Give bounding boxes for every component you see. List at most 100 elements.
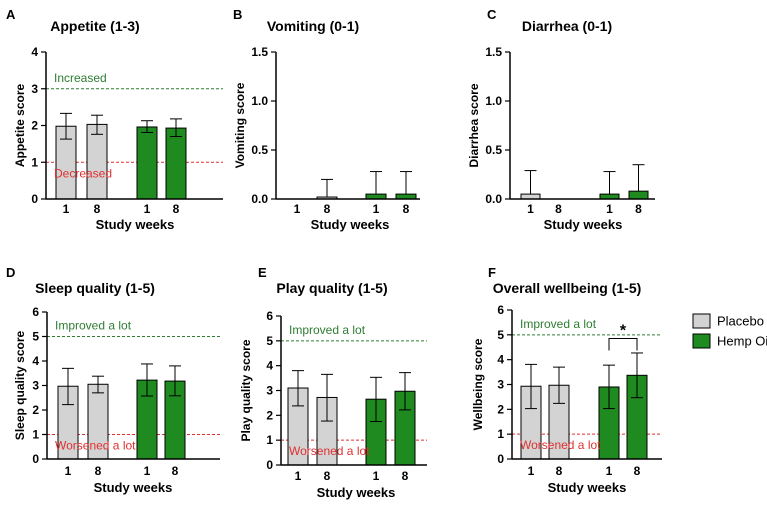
x-tick-label: 8 bbox=[634, 464, 641, 478]
reference-label-lower: Worsened a lot bbox=[55, 439, 136, 453]
chart-title: Appetite (1-3) bbox=[50, 18, 139, 34]
chart-title: Vomiting (0-1) bbox=[267, 18, 359, 34]
x-tick-label: 8 bbox=[324, 469, 331, 483]
y-tick-label: 3 bbox=[266, 384, 273, 398]
legend-swatch-placebo bbox=[692, 313, 711, 329]
y-axis-label: Vomiting score bbox=[233, 82, 247, 168]
y-tick-label: 2 bbox=[31, 119, 38, 133]
reference-label-lower: Worsened a lot bbox=[289, 444, 370, 458]
y-tick-label: 0 bbox=[32, 452, 39, 466]
significance-bracket bbox=[608, 338, 638, 351]
x-tick-label: 8 bbox=[635, 202, 642, 216]
x-tick-label: 8 bbox=[555, 202, 562, 216]
reference-label-upper: Increased bbox=[54, 71, 107, 85]
y-axis-label: Appetite score bbox=[13, 83, 27, 167]
y-tick-label: 6 bbox=[32, 305, 39, 319]
bar-hemp-week-8 bbox=[628, 190, 649, 200]
y-tick-label: 0.0 bbox=[485, 192, 502, 206]
y-tick-label: 1 bbox=[32, 428, 39, 442]
chart-title: Diarrhea (0-1) bbox=[522, 18, 612, 34]
x-tick-label: 8 bbox=[173, 202, 180, 216]
y-tick-label: 2 bbox=[497, 402, 504, 416]
x-tick-label: 1 bbox=[294, 202, 301, 216]
y-axis-label: Diarrhea score bbox=[467, 83, 481, 167]
y-axis-label: Sleep quality score bbox=[13, 330, 27, 440]
x-tick-label: 1 bbox=[295, 469, 302, 483]
legend: Placebo Hemp Oil bbox=[692, 313, 767, 349]
x-axis-label: Study weeks bbox=[94, 480, 173, 495]
x-tick-label: 8 bbox=[403, 202, 410, 216]
y-axis-label: Wellbeing score bbox=[471, 338, 485, 430]
reference-label-upper: Improved a lot bbox=[289, 323, 366, 337]
legend-label-placebo: Placebo bbox=[717, 314, 764, 329]
panel-letter: F bbox=[488, 265, 496, 280]
chart-title: Play quality (1-5) bbox=[276, 280, 387, 296]
y-tick-label: 1 bbox=[31, 155, 38, 169]
panel-letter: E bbox=[258, 265, 267, 280]
x-axis-label: Study weeks bbox=[544, 217, 623, 232]
y-tick-label: 4 bbox=[266, 359, 273, 373]
significance-label: * bbox=[620, 323, 627, 340]
y-tick-label: 0 bbox=[31, 192, 38, 206]
x-tick-label: 8 bbox=[94, 202, 101, 216]
y-tick-label: 0 bbox=[266, 458, 273, 472]
panels: A Appetite (1-3) Increased 1 8 1 8 Decreased 0 1 2… bbox=[6, 7, 662, 500]
legend-label-hemp: Hemp Oil bbox=[717, 334, 767, 349]
y-tick-label: 1.0 bbox=[251, 94, 268, 108]
y-tick-label: 6 bbox=[266, 309, 273, 323]
y-axis-label: Play quality score bbox=[239, 339, 253, 441]
x-axis-label: Study weeks bbox=[548, 480, 627, 495]
y-tick-label: 3 bbox=[32, 379, 39, 393]
y-tick-label: 1 bbox=[497, 427, 504, 441]
panel-d: D Sleep quality (1-5) Improved a lot 1 8 1 8 Wo… bbox=[6, 265, 220, 495]
panel-b: B Vomiting (0-1) 1 8 1 8 0.0 0.5 1.0 1.5 Vomiting … bbox=[233, 7, 420, 232]
x-tick-label: 8 bbox=[324, 202, 331, 216]
x-axis-label: Study weeks bbox=[317, 485, 396, 500]
x-tick-label: 8 bbox=[402, 469, 409, 483]
chart-title: Overall wellbeing (1-5) bbox=[493, 280, 642, 296]
x-tick-label: 8 bbox=[172, 464, 179, 478]
y-tick-label: 0 bbox=[497, 452, 504, 466]
panel-letter: D bbox=[6, 265, 15, 280]
chart-title: Sleep quality (1-5) bbox=[35, 280, 155, 296]
x-tick-label: 8 bbox=[95, 464, 102, 478]
x-tick-label: 1 bbox=[606, 202, 613, 216]
x-axis-label: Study weeks bbox=[96, 217, 175, 232]
y-tick-label: 1.5 bbox=[251, 45, 268, 59]
x-tick-label: 1 bbox=[373, 202, 380, 216]
y-tick-label: 2 bbox=[32, 403, 39, 417]
y-tick-label: 1.0 bbox=[485, 94, 502, 108]
y-tick-label: 5 bbox=[32, 330, 39, 344]
y-tick-label: 6 bbox=[497, 303, 504, 317]
x-axis-label: Study weeks bbox=[311, 217, 390, 232]
x-tick-label: 8 bbox=[556, 464, 563, 478]
y-tick-label: 0.5 bbox=[485, 143, 502, 157]
panel-e: E Play quality (1-5) Improved a lot 1 8 1 8 Wor… bbox=[239, 265, 427, 500]
x-tick-label: 1 bbox=[606, 464, 613, 478]
y-tick-label: 4 bbox=[497, 353, 504, 367]
y-tick-label: 0.5 bbox=[251, 143, 268, 157]
reference-label-upper: Improved a lot bbox=[520, 317, 597, 331]
x-tick-label: 1 bbox=[65, 464, 72, 478]
y-tick-label: 4 bbox=[32, 354, 39, 368]
y-tick-label: 5 bbox=[497, 328, 504, 342]
bar-hemp-week-8 bbox=[165, 127, 187, 200]
reference-label-lower: Decreased bbox=[54, 166, 112, 180]
y-tick-label: 2 bbox=[266, 408, 273, 422]
x-tick-label: 1 bbox=[527, 202, 534, 216]
y-tick-label: 3 bbox=[497, 378, 504, 392]
y-tick-label: 0.0 bbox=[251, 192, 268, 206]
y-tick-label: 1.5 bbox=[485, 45, 502, 59]
y-tick-label: 5 bbox=[266, 334, 273, 348]
panel-letter: A bbox=[6, 7, 16, 22]
reference-label-lower: Worsened a lot bbox=[520, 438, 601, 452]
x-tick-label: 1 bbox=[144, 202, 151, 216]
y-tick-label: 4 bbox=[31, 45, 38, 59]
panel-letter: B bbox=[233, 7, 242, 22]
legend-swatch-hemp bbox=[692, 333, 711, 349]
reference-label-upper: Improved a lot bbox=[55, 319, 132, 333]
panel-letter: C bbox=[487, 7, 497, 22]
bar-placebo-week-8 bbox=[86, 123, 108, 200]
